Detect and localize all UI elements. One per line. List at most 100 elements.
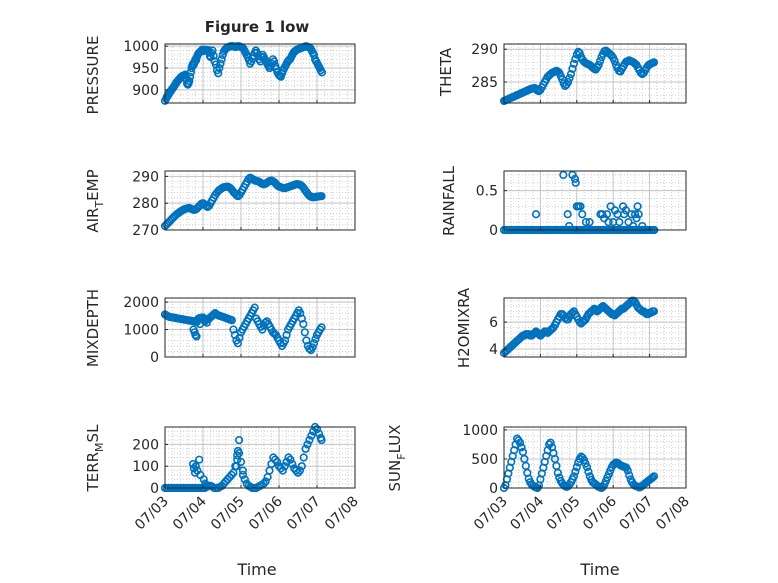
data-point: [185, 77, 194, 86]
minor-grid: [165, 426, 355, 489]
data-point: [312, 425, 322, 434]
data-point: [569, 472, 578, 481]
y-tick-label: 1000: [123, 323, 159, 339]
data-point: [623, 466, 632, 475]
data-point: [288, 459, 297, 469]
y-axis-label-terr-msl: TERRMSL: [84, 424, 106, 493]
data-point: [284, 453, 293, 462]
data-point: [582, 462, 592, 472]
data-point: [649, 472, 659, 481]
plot-area-mixdepth: 0 1000 2000: [123, 295, 356, 366]
data-point: [301, 444, 310, 453]
y-tick-label: 270: [132, 223, 159, 239]
y-tick-label: 1000: [462, 423, 498, 439]
series-theta: [499, 46, 659, 106]
data-point: [621, 206, 631, 215]
data-point: [629, 221, 638, 231]
data-point: [575, 49, 584, 58]
data-point: [297, 462, 306, 471]
data-point: [595, 56, 605, 66]
data-point: [572, 462, 581, 472]
data-point: [648, 473, 657, 482]
y-tick-label: 280: [132, 196, 159, 212]
y-tick-label: 290: [132, 169, 159, 185]
data-point: [317, 435, 326, 445]
data-point: [625, 471, 634, 480]
data-point: [295, 466, 305, 475]
x-axis-label-left: Time: [236, 560, 276, 579]
series-air_temp: [160, 173, 326, 231]
data-point: [531, 210, 541, 219]
y-axis-label-pressure: PRESSURE: [84, 36, 102, 115]
data-point: [307, 431, 316, 440]
data-point: [630, 210, 640, 219]
data-point: [202, 318, 211, 327]
y-axis-label-rainfall: RAINFALL: [440, 165, 458, 236]
y-tick-label: 6: [489, 315, 498, 331]
axes-frame: [164, 297, 356, 358]
panel-mixdepth: 0 1000 2000 MIXDEPTH: [84, 289, 356, 367]
data-point: [238, 466, 247, 475]
y-tick-label: 900: [132, 83, 159, 99]
axes-frame: [164, 426, 356, 489]
data-point: [293, 468, 303, 477]
data-point: [576, 202, 585, 211]
data-point: [565, 221, 574, 231]
data-point: [215, 63, 224, 73]
data-point: [217, 55, 226, 64]
data-point: [308, 343, 317, 352]
data-point: [227, 316, 236, 325]
y-tick-label: 0: [150, 350, 159, 366]
data-point: [216, 59, 225, 68]
y-tick-label: 1000: [123, 39, 159, 55]
plot-area-air_temp: 270 280 290: [132, 169, 356, 239]
y-axis-label-theta: THETA: [437, 47, 455, 97]
y-tick-label: 0: [489, 481, 498, 497]
data-point: [250, 303, 259, 312]
data-point: [568, 64, 577, 74]
plot-area-pressure: 900 950 1000: [123, 39, 356, 105]
y-tick-label: 2000: [123, 295, 159, 311]
data-point: [269, 57, 279, 66]
data-point: [563, 210, 572, 219]
data-point: [610, 56, 619, 66]
data-point: [604, 218, 613, 227]
y-tick-label: 290: [471, 42, 498, 58]
data-point: [292, 466, 301, 475]
data-point: [185, 72, 195, 81]
data-point: [615, 218, 624, 227]
panel-theta: 285 290 THETA: [437, 42, 687, 106]
data-point: [553, 468, 562, 478]
data-point: [314, 429, 324, 438]
data-point: [598, 210, 607, 219]
y-tick-label: 500: [471, 452, 498, 468]
data-point: [517, 443, 526, 452]
plot-area-theta: 285 290: [471, 42, 687, 106]
data-point: [563, 77, 573, 87]
data-point: [233, 446, 243, 456]
data-point: [259, 479, 268, 488]
data-point: [299, 453, 308, 462]
data-point: [208, 46, 217, 55]
series-sun_flux: [499, 434, 659, 493]
data-point: [258, 325, 267, 334]
data-point: [585, 218, 594, 227]
data-point: [546, 438, 555, 447]
data-point: [195, 455, 204, 464]
data-point: [240, 475, 249, 484]
data-point: [594, 60, 603, 70]
data-point: [566, 70, 576, 79]
data-point: [515, 438, 525, 447]
data-point: [273, 457, 282, 466]
axes-frame: [164, 170, 356, 231]
data-point: [633, 202, 642, 211]
panel-pressure: 900 950 1000 Figure 1 low PRESSURE: [84, 18, 356, 115]
data-point: [191, 330, 200, 340]
y-tick-label: 285: [471, 75, 498, 91]
data-point: [634, 210, 643, 219]
y-tick-label: 200: [132, 437, 159, 453]
data-point: [238, 470, 247, 480]
y-tick-label: 0: [150, 481, 159, 497]
data-point: [578, 210, 587, 219]
data-point: [571, 178, 580, 187]
